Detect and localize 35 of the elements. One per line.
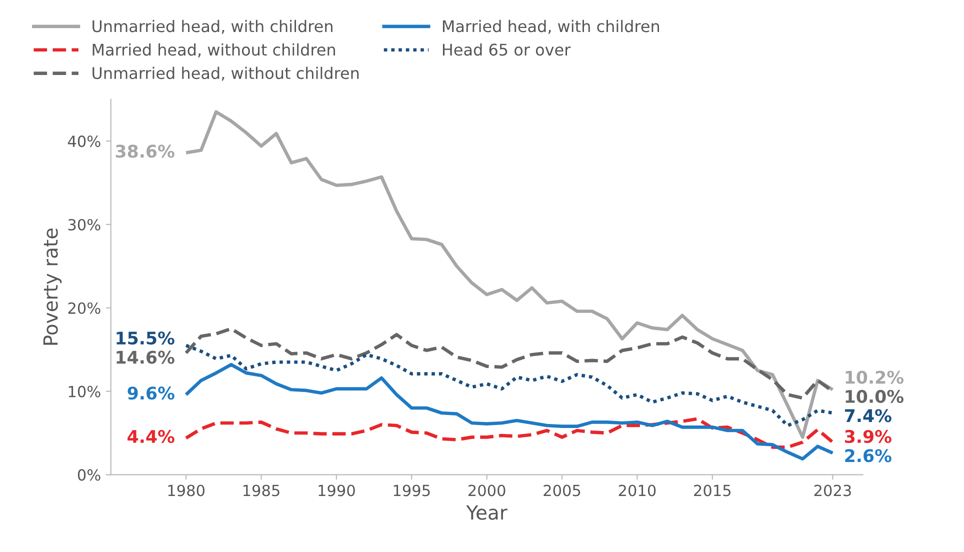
y-tick-label: 40% <box>68 136 100 148</box>
data-label: 4.4% <box>128 430 174 444</box>
legend-label: Unmarried head, with children <box>92 20 332 34</box>
data-label: 7.4% <box>844 409 892 422</box>
y-tick-label: 0% <box>78 469 100 481</box>
x-tick-label: 2023 <box>814 484 851 496</box>
y-tick-label: 30% <box>68 218 100 230</box>
x-tick-label: 1995 <box>394 484 430 496</box>
legend-label: Married head, without children <box>92 43 335 58</box>
legend-label: Unmarried head, without children <box>92 66 359 81</box>
data-label: 10.0% <box>846 390 904 404</box>
legend-label: Head 65 or over <box>442 43 571 56</box>
x-tick-label: 1985 <box>243 484 280 496</box>
y-axis-title: Poverty rate <box>43 228 62 345</box>
y-tick-label: 20% <box>68 302 100 314</box>
line-series <box>184 110 834 439</box>
line-series <box>184 344 834 428</box>
x-tick-label: 2015 <box>694 484 730 496</box>
x-tick-label: 2000 <box>468 484 506 496</box>
legend-label: Married head, with children <box>442 20 660 34</box>
x-tick-label: 2005 <box>544 484 580 496</box>
data-label: 3.9% <box>844 430 892 444</box>
x-axis-title: Year <box>466 505 508 520</box>
x-tick-label: 2010 <box>618 484 656 496</box>
line-series <box>184 362 834 461</box>
x-tick-label: 1990 <box>318 484 355 496</box>
data-label: 14.6% <box>116 350 174 364</box>
y-tick-label: 10% <box>68 386 100 398</box>
data-label: 2.6% <box>845 449 892 462</box>
data-label: 15.5% <box>116 331 174 345</box>
x-tick-label: 1980 <box>168 484 204 496</box>
data-label: 10.2% <box>846 370 904 384</box>
data-label: 9.6% <box>128 386 174 400</box>
line-series <box>184 417 834 449</box>
data-label: 38.6% <box>116 144 174 158</box>
